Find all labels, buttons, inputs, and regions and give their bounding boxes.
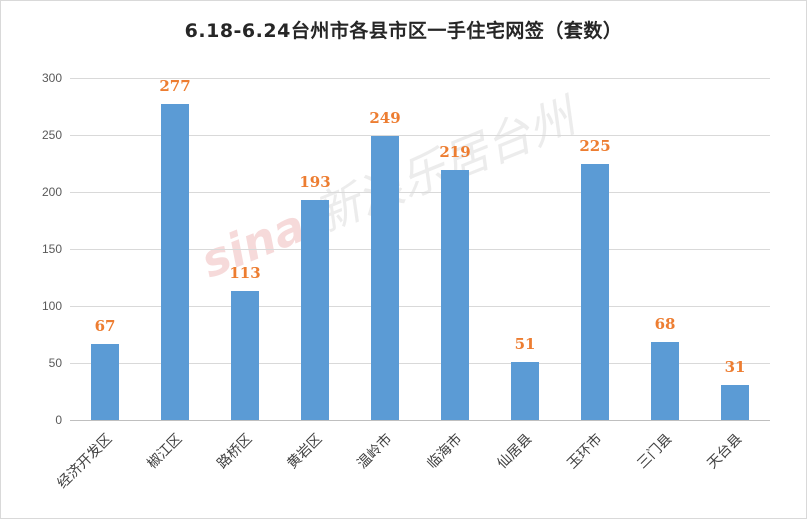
data-label: 249 — [369, 109, 401, 128]
gridline — [70, 135, 770, 136]
bar — [511, 361, 539, 420]
data-label: 51 — [514, 334, 536, 353]
gridline — [70, 249, 770, 250]
bar — [371, 136, 399, 420]
y-tick-label: 300 — [41, 71, 62, 85]
gridline — [70, 306, 770, 307]
data-label: 31 — [724, 357, 746, 376]
y-tick-label: 250 — [41, 128, 62, 142]
data-label: 113 — [229, 264, 261, 283]
y-tick-label: 0 — [55, 413, 62, 427]
bar — [721, 384, 749, 420]
y-tick-label: 100 — [41, 299, 62, 313]
data-label: 67 — [94, 316, 116, 335]
chart-title: 6.18-6.24台州市各县市区一手住宅网签（套数） — [184, 20, 623, 42]
bar — [301, 199, 329, 420]
bar — [581, 163, 609, 420]
gridline — [70, 420, 770, 421]
gridline — [70, 78, 770, 79]
bar — [161, 104, 189, 420]
y-tick-label: 150 — [41, 242, 62, 256]
bar — [651, 342, 679, 420]
gridline — [70, 192, 770, 193]
data-label: 219 — [439, 143, 471, 162]
data-label: 277 — [159, 77, 191, 96]
data-label: 193 — [299, 172, 331, 191]
gridline — [70, 363, 770, 364]
y-tick-label: 200 — [41, 185, 62, 199]
data-label: 225 — [579, 136, 611, 155]
bar — [231, 291, 259, 420]
bar — [441, 170, 469, 420]
plot-area: 0 50 100 150 200 250 300 67 经济开发区 277 椒江区 113 路桥区 193… — [42, 71, 770, 492]
y-tick-label: 50 — [48, 356, 62, 370]
bar — [91, 343, 119, 420]
data-label: 68 — [654, 315, 676, 334]
